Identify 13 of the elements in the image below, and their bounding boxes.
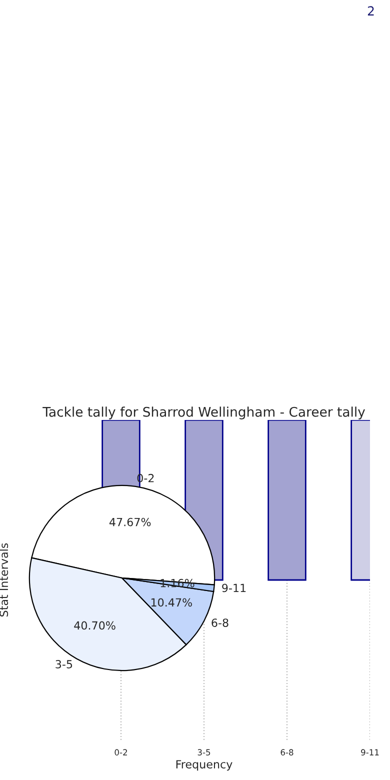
slice-label: 6-8 [212,618,228,627]
data-label: 10.47% [151,598,192,607]
x-tick-label: 3-5 [198,749,210,756]
data-label: 40.70% [74,621,116,630]
x-axis-title: Frequency [176,760,232,771]
x-tick-label: 6-8 [280,749,294,756]
text: 2 [368,6,374,16]
slice-label: 3-5 [56,660,72,668]
chart-title: Tackle tally for Sharrod Wellingham - Career tally [42,406,366,420]
slice-label: 9-11 [222,584,246,592]
x-tick-label: 9-11 [361,749,379,756]
x-tick-label: 0-2 [114,749,127,756]
data-label: 47.67% [109,518,151,526]
